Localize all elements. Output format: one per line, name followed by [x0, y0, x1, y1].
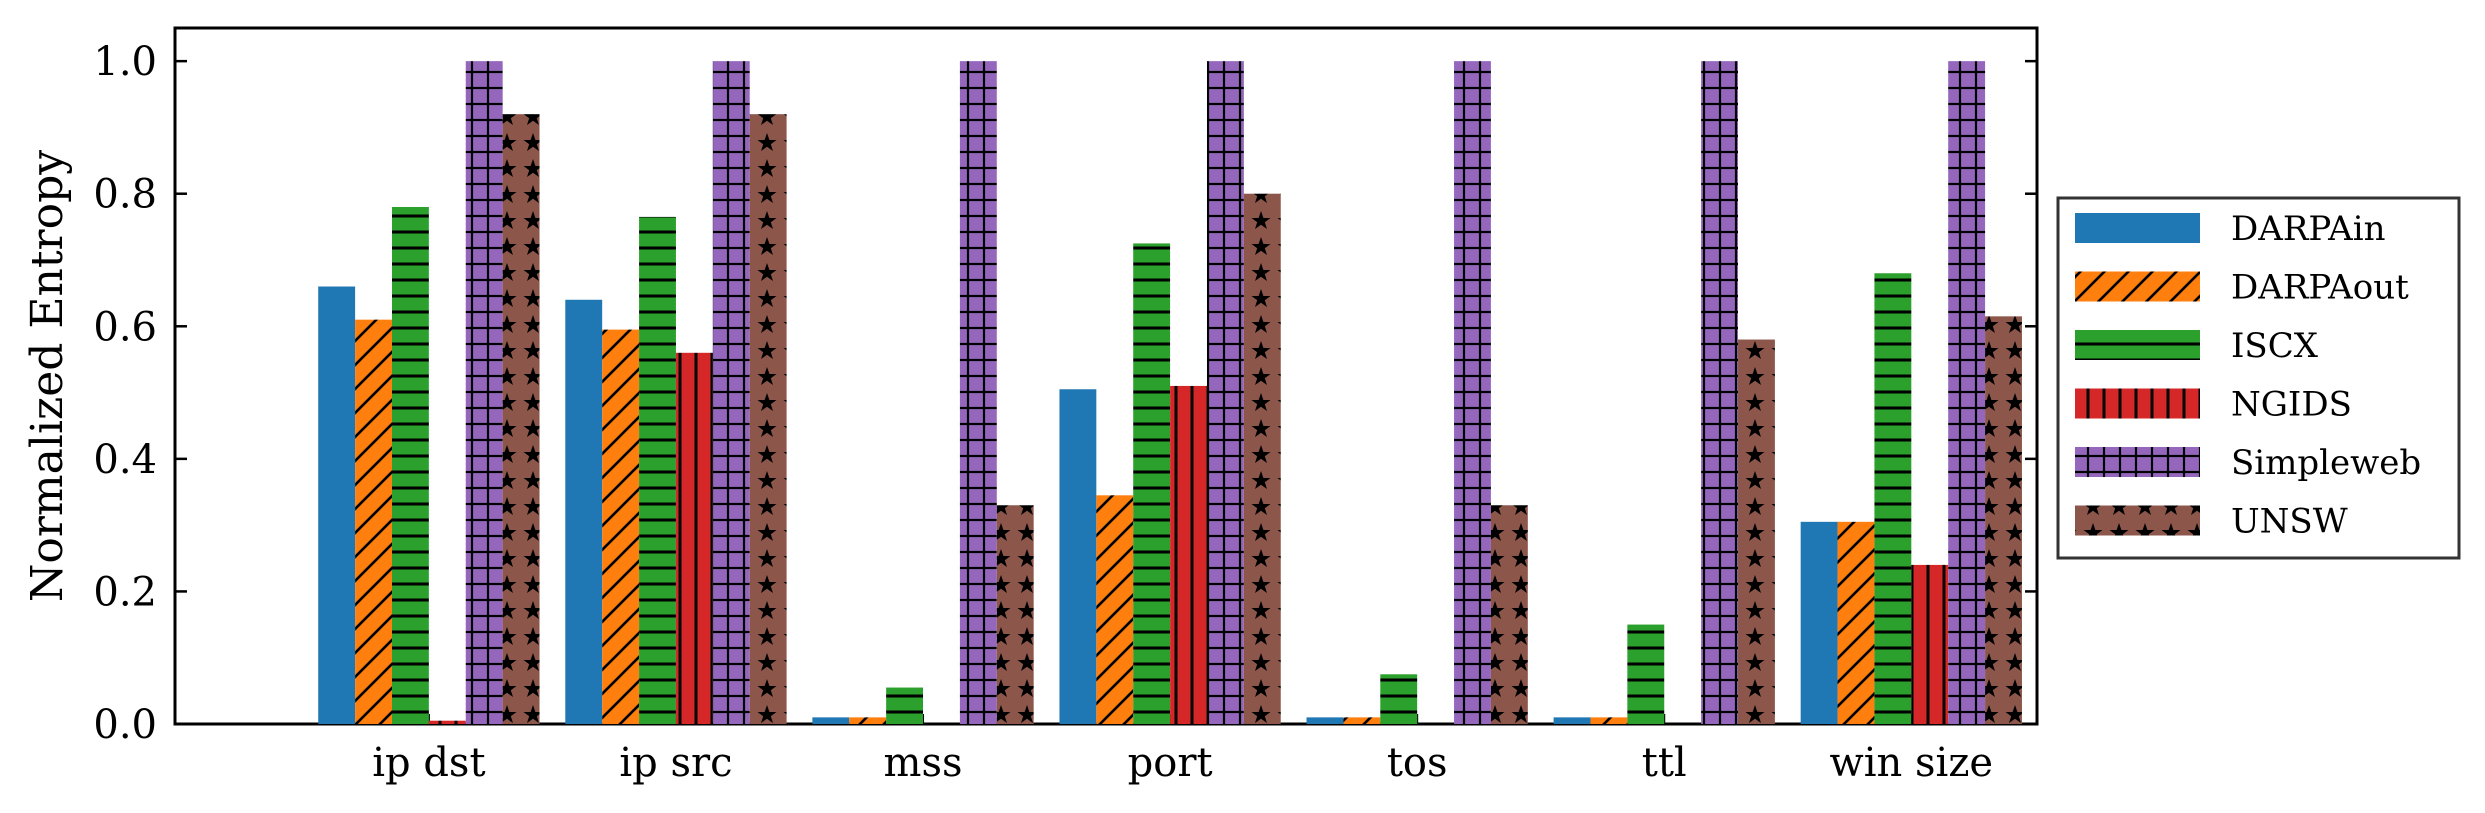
y-tick-label: 0.8 [93, 172, 157, 218]
legend-box [2056, 196, 2461, 560]
x-tick-label: port [1128, 740, 1213, 786]
bar-darpain-tos [1306, 717, 1344, 724]
legend-swatch-unsw [2075, 505, 2200, 536]
x-tick-label: ip src [619, 740, 732, 786]
legend-label-unsw: UNSW [2231, 502, 2348, 542]
legend-swatch-darpaout [2075, 271, 2200, 302]
y-tick-label: 0.0 [93, 702, 157, 748]
bar-darpain-win-size [1800, 521, 1838, 724]
bar-iscx-mss [886, 687, 924, 724]
bar-darpaout-tos [1343, 717, 1381, 724]
bar-ngids-port [1170, 385, 1207, 724]
bar-darpain-ip-src [565, 299, 603, 724]
y-axis-label: Normalized Entropy [22, 150, 73, 602]
bar-simpleweb-ip-dst [465, 61, 503, 724]
bars [318, 61, 2022, 725]
legend-label-simpleweb: Simpleweb [2231, 443, 2421, 483]
x-tick-label: mss [884, 740, 963, 786]
legend-swatch-simpleweb [2075, 447, 2200, 477]
legend-label-darpaout: DARPAout [2231, 268, 2409, 308]
x-tick-label: win size [1830, 740, 1994, 786]
bar-unsw-mss [996, 505, 1034, 724]
bar-simpleweb-tos [1454, 61, 1491, 724]
legend-label-darpain: DARPAin [2231, 209, 2386, 249]
bar-darpaout-ttl [1590, 717, 1628, 724]
bar-unsw-ttl [1738, 339, 1775, 724]
bar-darpaout-ip-src [602, 329, 640, 724]
bar-darpain-ip-dst [318, 286, 356, 724]
bar-iscx-ttl [1627, 624, 1665, 724]
bar-iscx-ip-src [639, 216, 676, 724]
x-tick-label: tos [1387, 740, 1448, 786]
bar-darpaout-mss [849, 717, 887, 724]
legend-label-iscx: ISCX [2231, 326, 2319, 366]
y-tick-label: 0.4 [93, 437, 157, 483]
y-tick-label: 0.6 [93, 304, 157, 350]
bar-iscx-tos [1380, 674, 1418, 724]
x-tick-label: ttl [1642, 740, 1687, 786]
bar-darpain-ttl [1553, 717, 1591, 724]
bar-ngids-ip-src [675, 352, 713, 724]
legend-swatch-ngids [2075, 388, 2200, 419]
bar-iscx-port [1133, 243, 1171, 724]
bar-unsw-win-size [1985, 316, 2022, 724]
bar-iscx-ip-dst [391, 206, 429, 725]
bar-darpaout-win-size [1837, 521, 1875, 724]
y-tick-label: 1.0 [93, 39, 157, 85]
bar-unsw-ip-dst [502, 114, 540, 725]
bar-darpain-port [1059, 389, 1097, 724]
bar-simpleweb-mss [959, 61, 997, 724]
bar-unsw-tos [1490, 505, 1528, 724]
bar-simpleweb-win-size [1948, 61, 1986, 724]
bar-darpaout-ip-dst [355, 319, 392, 724]
legend-swatch-iscx [2075, 330, 2200, 360]
bar-unsw-port [1243, 193, 1281, 724]
bar-ngids-win-size [1911, 564, 1949, 724]
bar-darpain-mss [812, 717, 850, 724]
x-tick-label: ip dst [372, 740, 485, 786]
y-tick-label: 0.2 [93, 569, 157, 615]
bar-simpleweb-port [1206, 61, 1244, 724]
bar-simpleweb-ttl [1701, 61, 1738, 724]
legend: DARPAin DARPAout ISCX NGIDS Simpleweb UNSW [2056, 196, 2461, 560]
bar-simpleweb-ip-src [712, 61, 750, 724]
legend-label-ngids: NGIDS [2231, 385, 2352, 425]
axes: ip dst ip src mss port tos ttl win size 0.0 0.2 0… [22, 26, 2039, 786]
bar-darpaout-port [1096, 495, 1134, 724]
bar-iscx-win-size [1874, 273, 1912, 724]
bar-unsw-ip-src [749, 114, 787, 725]
bar-ngids-ip-dst [428, 720, 466, 724]
legend-swatch-darpain [2075, 213, 2200, 243]
